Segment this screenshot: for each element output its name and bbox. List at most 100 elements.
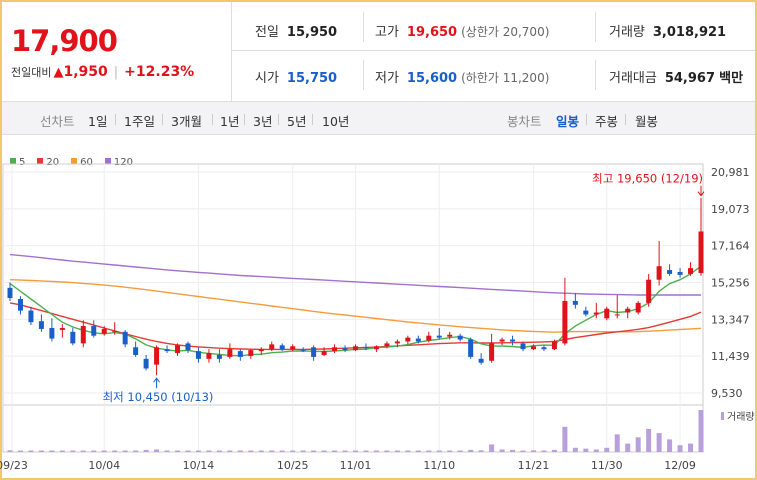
volume-bar	[143, 449, 149, 452]
candle-body	[646, 279, 652, 303]
volume-bar	[593, 449, 599, 452]
volume-label: 거래량	[727, 411, 755, 423]
candle-body	[593, 312, 599, 315]
candle-body	[59, 327, 65, 330]
candle-body	[394, 341, 400, 344]
volume-bar	[415, 450, 421, 452]
candle-body	[290, 346, 296, 350]
period-1w[interactable]: 1주일	[124, 114, 155, 129]
candle-body	[541, 347, 547, 350]
candle-body	[468, 339, 474, 357]
volume-bar	[468, 449, 474, 452]
stock-chart[interactable]: 20,981 19,073 17,164 15,256 13,347 11,439 9,53…	[0, 150, 757, 480]
candle-body	[49, 327, 55, 339]
volume-bar	[551, 449, 557, 452]
volume-bar	[499, 449, 505, 452]
period-3m[interactable]: 3개월	[171, 114, 202, 129]
volume-bar	[510, 449, 516, 452]
high-arrow-icon	[697, 191, 705, 197]
volume-bar	[216, 450, 222, 452]
volume-bar	[342, 450, 348, 452]
line-chart-label: 선차트	[40, 114, 75, 129]
candle-body	[353, 346, 358, 351]
legend-ma120: 120	[104, 157, 133, 168]
candle-body	[457, 335, 463, 340]
candle-body	[269, 344, 275, 350]
day-low: 저가 15,600 (하한가 11,200)	[375, 71, 550, 86]
volume-bar	[175, 450, 181, 452]
volume-bar	[562, 426, 568, 452]
candle-body	[7, 287, 13, 299]
candle-body	[91, 326, 97, 336]
up-arrow-icon: ▲	[53, 64, 64, 80]
x-tick-label: 10/04	[88, 459, 120, 472]
candle-body	[551, 341, 557, 350]
candle-body	[300, 350, 306, 352]
volume-bar	[614, 434, 620, 452]
volume-bar	[164, 450, 170, 452]
x-tick-label: 11/30	[591, 459, 623, 472]
volume-bar	[353, 450, 358, 452]
volume-bar	[332, 450, 338, 452]
candle-body	[363, 347, 369, 349]
volume-bar	[363, 450, 369, 452]
volume-bar	[583, 448, 589, 452]
candle-body	[656, 266, 662, 280]
candle-body	[185, 343, 191, 351]
volume-bar	[300, 450, 306, 452]
x-tick-label: 10/25	[277, 459, 309, 472]
period-10y[interactable]: 10년	[322, 114, 350, 129]
candle-body	[332, 347, 338, 352]
change-label: 전일대비	[11, 66, 52, 79]
candle-body	[625, 308, 631, 313]
candle-weekly[interactable]: 주봉	[595, 114, 619, 129]
change-percent: +12.23%	[124, 64, 195, 80]
volume-bar	[698, 410, 704, 452]
candle-body	[426, 335, 432, 341]
period-1y[interactable]: 1년	[220, 114, 240, 129]
volume-bar	[101, 450, 107, 452]
candle-body	[321, 351, 327, 355]
candle-body	[688, 268, 694, 274]
period-3y[interactable]: 3년	[253, 114, 273, 129]
candle-body	[447, 334, 453, 337]
volume-bar	[185, 450, 191, 452]
low-arrow-icon	[153, 377, 160, 383]
candle-body	[38, 321, 44, 329]
candle-body	[604, 308, 610, 319]
candle-monthly[interactable]: 월봉	[635, 114, 659, 129]
candle-body	[373, 346, 379, 350]
volume-bar	[625, 443, 631, 452]
volume-bar	[80, 450, 86, 452]
volume-bar	[478, 450, 484, 452]
volume-bar	[237, 450, 243, 452]
volume-bar	[154, 449, 160, 452]
period-1d[interactable]: 1일	[88, 114, 108, 129]
candle-body	[227, 349, 233, 357]
y-tick-label: 13,347	[711, 313, 750, 326]
period-5y[interactable]: 5년	[287, 114, 307, 129]
volume-bar	[49, 450, 55, 452]
legend-ma20: 20	[37, 157, 59, 168]
candle-daily[interactable]: 일봉	[556, 114, 580, 129]
y-tick-label: 20,981	[711, 166, 750, 179]
volume-bar	[258, 450, 264, 452]
candle-body	[17, 299, 23, 311]
ma60-line	[9, 279, 702, 333]
change-divider: |	[113, 64, 119, 80]
volume-bar	[384, 450, 390, 452]
candle-body	[70, 331, 76, 344]
volume-bar	[520, 450, 526, 452]
prev-close: 전일 15,950	[255, 25, 338, 40]
volume-bar	[206, 450, 212, 452]
candle-body	[562, 300, 568, 344]
legend-ma5: 5	[10, 157, 25, 168]
change-value: 1,950	[63, 64, 108, 80]
candle-body	[175, 345, 181, 354]
volume-bar	[311, 450, 317, 452]
divider	[595, 60, 596, 90]
volume-bar	[426, 450, 432, 452]
volume-legend-swatch	[721, 412, 724, 420]
volume-bar	[59, 450, 65, 452]
volume-bar	[373, 450, 379, 452]
